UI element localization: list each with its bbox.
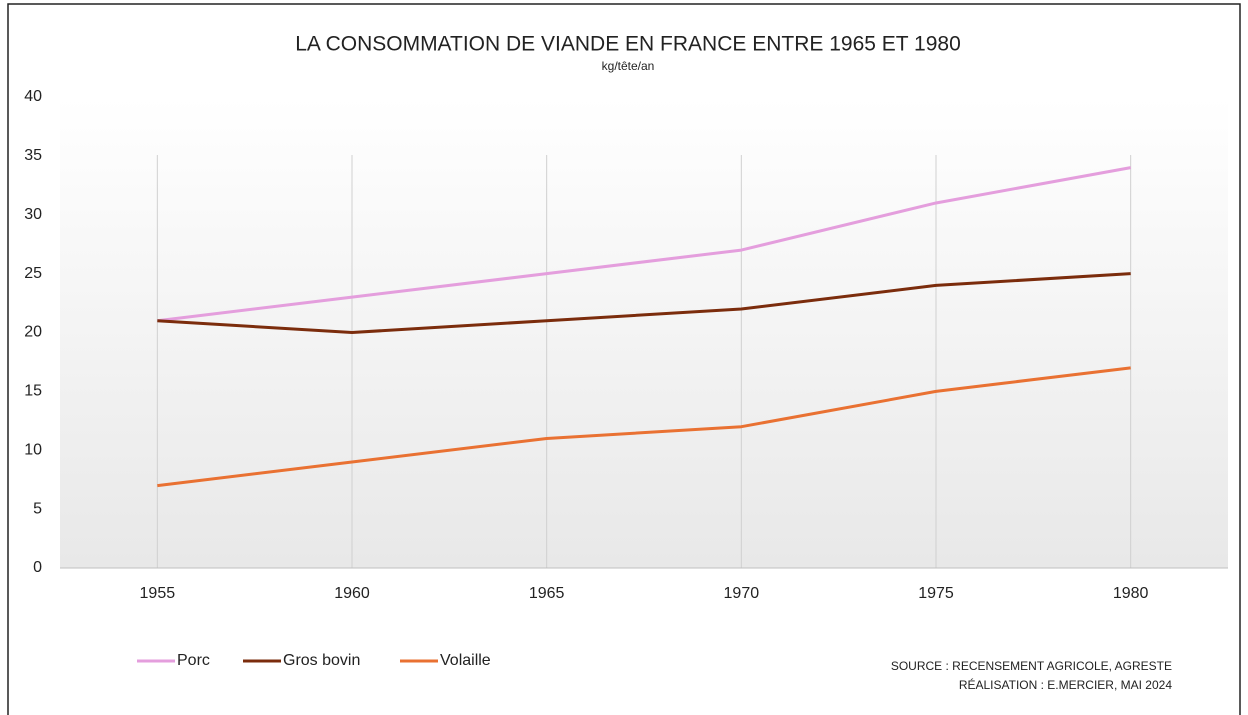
- y-tick-label: 0: [33, 559, 42, 576]
- x-tick-label: 1955: [140, 585, 176, 602]
- chart-title: LA CONSOMMATION DE VIANDE EN FRANCE ENTR…: [295, 33, 961, 56]
- x-tick-label: 1975: [918, 585, 954, 602]
- legend-label: Porc: [177, 652, 210, 669]
- y-tick-label: 20: [24, 324, 42, 341]
- y-tick-label: 30: [24, 206, 42, 223]
- source-note: SOURCE : RECENSEMENT AGRICOLE, AGRESTE: [891, 659, 1172, 673]
- legend-label: Volaille: [440, 652, 491, 669]
- y-tick-label: 15: [24, 383, 42, 400]
- series-line: [157, 272, 1131, 334]
- frame: [7, 3, 1241, 715]
- x-tick-label: 1960: [334, 585, 370, 602]
- plot-area: [60, 97, 1228, 568]
- y-tick-label: 10: [24, 441, 42, 458]
- x-tick-label: 1970: [724, 585, 760, 602]
- x-tick-label: 1965: [529, 585, 565, 602]
- chart-subtitle: kg/tête/an: [602, 59, 655, 73]
- y-tick-label: 35: [24, 147, 42, 164]
- series-line: [157, 366, 1131, 488]
- author-note: RÉALISATION : E.MERCIER, MAI 2024: [959, 677, 1172, 692]
- y-tick-label: 40: [24, 88, 42, 105]
- legend-label: Gros bovin: [283, 652, 360, 669]
- y-tick-label: 5: [33, 500, 42, 517]
- x-tick-label: 1980: [1113, 585, 1149, 602]
- series-line: [157, 166, 1131, 323]
- y-tick-label: 25: [24, 265, 42, 282]
